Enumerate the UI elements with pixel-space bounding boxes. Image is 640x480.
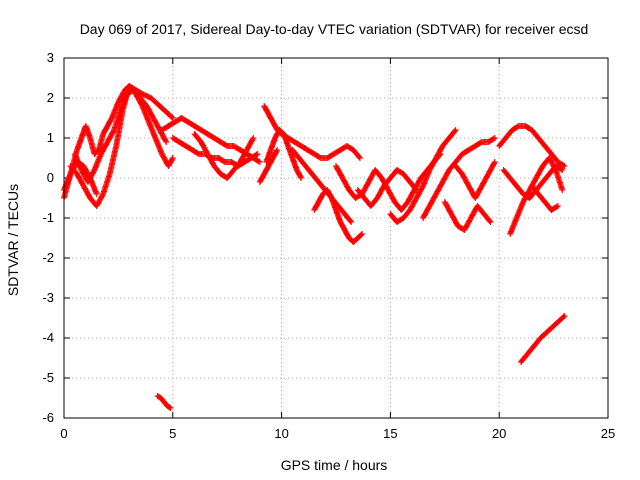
plot-frame	[63, 57, 609, 419]
data-point	[347, 218, 354, 224]
data-point	[274, 147, 281, 153]
data-point	[490, 135, 497, 142]
series-arc-23	[528, 183, 561, 213]
series-arc-15	[354, 167, 420, 209]
x-tick-label: 5	[169, 426, 176, 441]
series-arc-18	[441, 199, 494, 233]
data-point	[559, 167, 566, 173]
y-tick-label: -6	[42, 410, 54, 425]
data-point	[358, 231, 365, 238]
series-arc-11	[256, 147, 281, 185]
data-point	[256, 159, 263, 165]
data-point	[169, 156, 176, 163]
y-tick-label: 1	[47, 130, 54, 145]
y-tick-label: -5	[42, 370, 54, 385]
data-point	[253, 151, 260, 158]
series-arc-12	[289, 147, 355, 225]
x-axis-label: GPS time / hours	[281, 457, 388, 473]
x-tick-label: 10	[274, 426, 288, 441]
chart-title: Day 069 of 2017, Sidereal Day-to-day VTE…	[80, 21, 589, 37]
y-tick-label: -2	[42, 250, 54, 265]
data-point	[273, 148, 280, 155]
data-point	[561, 163, 568, 169]
data-point	[162, 137, 169, 144]
data-point	[250, 135, 257, 141]
data-point	[348, 219, 355, 225]
data-point	[560, 313, 567, 320]
series-arc-5	[154, 393, 174, 411]
data-point	[560, 162, 567, 169]
series-arc-17	[420, 135, 498, 221]
y-tick-label: -3	[42, 290, 54, 305]
y-axis-label: SDTVAR / TECUs	[5, 184, 21, 296]
data-point	[254, 151, 261, 157]
series-arc-2	[67, 83, 176, 209]
series-arc-22	[507, 155, 566, 237]
data-point	[558, 166, 565, 173]
series-arc-13	[311, 187, 366, 245]
data-point	[166, 404, 173, 411]
x-tick-label: 15	[383, 426, 397, 441]
data-point	[451, 128, 458, 134]
data-point	[163, 139, 170, 145]
x-tick-label: 20	[492, 426, 506, 441]
data-point	[491, 159, 498, 165]
y-tick-label: 0	[47, 170, 54, 185]
y-tick-label: -1	[42, 210, 54, 225]
data-point	[452, 127, 459, 133]
series-arc-20	[496, 123, 568, 169]
series-arc-10	[263, 127, 305, 181]
data-point	[356, 154, 363, 160]
series-arc-24	[517, 313, 568, 365]
x-tick-label: 0	[60, 426, 67, 441]
data-point	[559, 187, 566, 193]
data-point	[167, 405, 174, 411]
y-tick-label: 3	[47, 50, 54, 65]
data-point	[255, 158, 262, 165]
data-point	[168, 114, 175, 121]
data-point	[553, 203, 560, 210]
data-point	[491, 135, 498, 141]
x-tick-label: 25	[601, 426, 615, 441]
data-point	[298, 175, 305, 181]
series-arc-19	[452, 159, 498, 201]
data-point	[491, 160, 498, 167]
data-point	[169, 155, 176, 161]
series-arc-8	[191, 131, 257, 181]
data-point	[554, 203, 561, 209]
data-point	[169, 115, 176, 121]
data-point	[93, 191, 100, 197]
data-point	[297, 173, 304, 180]
data-point	[561, 313, 568, 319]
data-point	[249, 136, 256, 143]
series-arc-16	[387, 127, 459, 225]
y-tick-label: -4	[42, 330, 54, 345]
data-point	[356, 155, 363, 161]
data-points	[61, 83, 568, 411]
y-tick-label: 2	[47, 90, 54, 105]
data-point	[412, 186, 419, 192]
series-arc-3	[71, 87, 170, 185]
data-point	[359, 231, 366, 237]
data-point	[487, 219, 494, 225]
data-point	[486, 218, 493, 224]
